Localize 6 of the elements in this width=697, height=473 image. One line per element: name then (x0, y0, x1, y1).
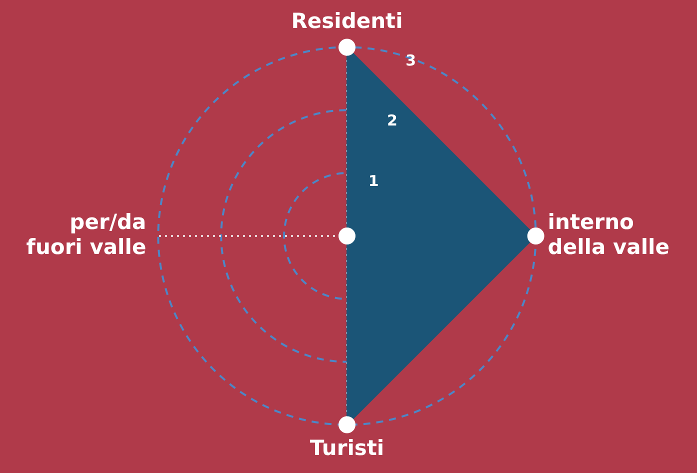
spoke-label: interno della valle (548, 210, 670, 260)
y-tick-label: 2 (386, 112, 398, 130)
y-tick-label: 1 (368, 172, 379, 190)
spoke-label: Turisti (310, 436, 384, 460)
spoke-label: per/da fuori valle (26, 210, 146, 260)
spoke-label: Residenti (291, 9, 403, 34)
